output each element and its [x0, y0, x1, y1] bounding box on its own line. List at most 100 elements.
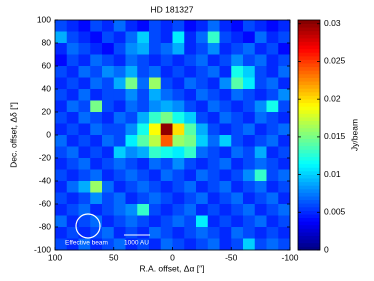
cell	[207, 112, 220, 124]
cell	[219, 135, 232, 147]
cell	[125, 215, 138, 228]
cell	[196, 43, 209, 55]
cell	[219, 123, 232, 136]
cell	[160, 146, 173, 159]
cell	[207, 66, 220, 78]
cell	[196, 123, 209, 136]
colorbar-step	[298, 142, 320, 147]
cell	[66, 215, 79, 228]
cell	[66, 238, 79, 251]
colorbar-step	[298, 30, 320, 35]
colorbar-step	[298, 156, 320, 161]
cell	[266, 158, 279, 170]
cell	[66, 181, 79, 193]
cell	[102, 89, 115, 101]
cell	[196, 215, 209, 228]
cell	[90, 43, 103, 55]
cell	[231, 181, 244, 193]
cell	[278, 77, 291, 90]
colorbar-step	[298, 246, 320, 251]
cell	[243, 43, 256, 55]
colorbar-step	[298, 27, 320, 32]
cell	[90, 158, 103, 170]
colorbar-step	[298, 192, 320, 197]
cell	[149, 31, 162, 44]
cell	[196, 100, 209, 113]
cell	[113, 135, 126, 147]
cell	[196, 227, 209, 239]
cell	[55, 54, 68, 67]
cell	[184, 66, 197, 78]
cell	[254, 135, 267, 147]
cell	[78, 123, 91, 136]
cell	[149, 146, 162, 159]
colorbar-step	[298, 228, 320, 233]
cell	[172, 31, 185, 44]
colorbar-step	[298, 149, 320, 154]
cell	[137, 123, 150, 136]
cell	[184, 192, 197, 205]
cell	[55, 181, 68, 193]
cell	[160, 100, 173, 113]
cell	[113, 43, 126, 55]
colorbar-step	[298, 170, 320, 175]
cell	[149, 158, 162, 170]
cell	[55, 100, 68, 113]
colorbar-tick-label: 0	[324, 244, 329, 254]
cell	[219, 192, 232, 205]
colorbar-step	[298, 232, 320, 237]
cell	[55, 31, 68, 44]
colorbar-step	[298, 70, 320, 75]
cell	[172, 158, 185, 170]
cell	[231, 169, 244, 182]
cell	[184, 158, 197, 170]
cell	[66, 100, 79, 113]
cell	[78, 146, 91, 159]
cell	[231, 238, 244, 251]
cell	[125, 169, 138, 182]
cell	[66, 66, 79, 78]
cell	[219, 66, 232, 78]
cell	[219, 238, 232, 251]
colorbar-step	[298, 196, 320, 201]
cell	[102, 112, 115, 124]
cell	[78, 204, 91, 216]
cell	[184, 146, 197, 159]
cell	[243, 66, 256, 78]
cell	[231, 20, 244, 32]
cell	[231, 192, 244, 205]
colorbar-step	[298, 235, 320, 240]
cell	[55, 238, 68, 251]
cell	[184, 31, 197, 44]
cell	[172, 123, 185, 136]
cell	[66, 135, 79, 147]
cell	[113, 89, 126, 101]
cell	[149, 123, 162, 136]
cell	[125, 158, 138, 170]
cell	[66, 146, 79, 159]
cell	[149, 89, 162, 101]
cell	[172, 77, 185, 90]
cell	[172, 146, 185, 159]
cell	[219, 158, 232, 170]
cell	[172, 100, 185, 113]
cell	[254, 100, 267, 113]
cell	[219, 89, 232, 101]
cell	[254, 66, 267, 78]
cell	[90, 77, 103, 90]
cell	[55, 77, 68, 90]
cell	[207, 146, 220, 159]
cell	[78, 215, 91, 228]
colorbar-tick-label: 0.025	[324, 56, 346, 66]
cell	[149, 192, 162, 205]
cell	[231, 135, 244, 147]
cell	[172, 66, 185, 78]
cell	[207, 192, 220, 205]
cell	[231, 112, 244, 124]
colorbar-step	[298, 167, 320, 172]
cell	[219, 31, 232, 44]
cell	[184, 89, 197, 101]
cell	[78, 238, 91, 251]
cell	[149, 43, 162, 55]
